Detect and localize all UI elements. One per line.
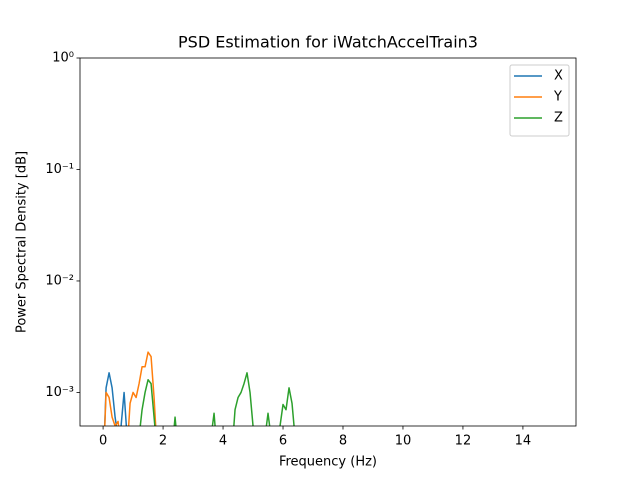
plot-area: [103, 351, 295, 426]
x-tick-label: 8: [339, 434, 347, 449]
y-tick-label: 10⁻³: [45, 385, 74, 400]
legend-label: X: [554, 69, 563, 84]
x-tick-label: 12: [455, 434, 472, 449]
x-tick-label: 6: [279, 434, 287, 449]
legend-label: Z: [554, 111, 563, 126]
x-tick-label: 4: [219, 434, 227, 449]
y-tick-label: 10⁻¹: [45, 162, 74, 177]
legend-label: Y: [553, 90, 562, 105]
y-tick-label: 10⁻²: [45, 273, 74, 288]
y-tick-label: 10⁰: [52, 51, 74, 66]
chart-title: PSD Estimation for iWatchAccelTrain3: [178, 33, 478, 52]
x-axis-label: Frequency (Hz): [279, 455, 377, 470]
x-tick-label: 14: [515, 434, 532, 449]
x-tick-label: 0: [99, 434, 107, 449]
series-line: [104, 351, 157, 426]
x-tick-label: 10: [395, 434, 412, 449]
axes-frame: [79, 57, 577, 427]
x-tick-label: 2: [159, 434, 167, 449]
y-axis-label: Power Spectral Density [dB]: [15, 151, 30, 333]
